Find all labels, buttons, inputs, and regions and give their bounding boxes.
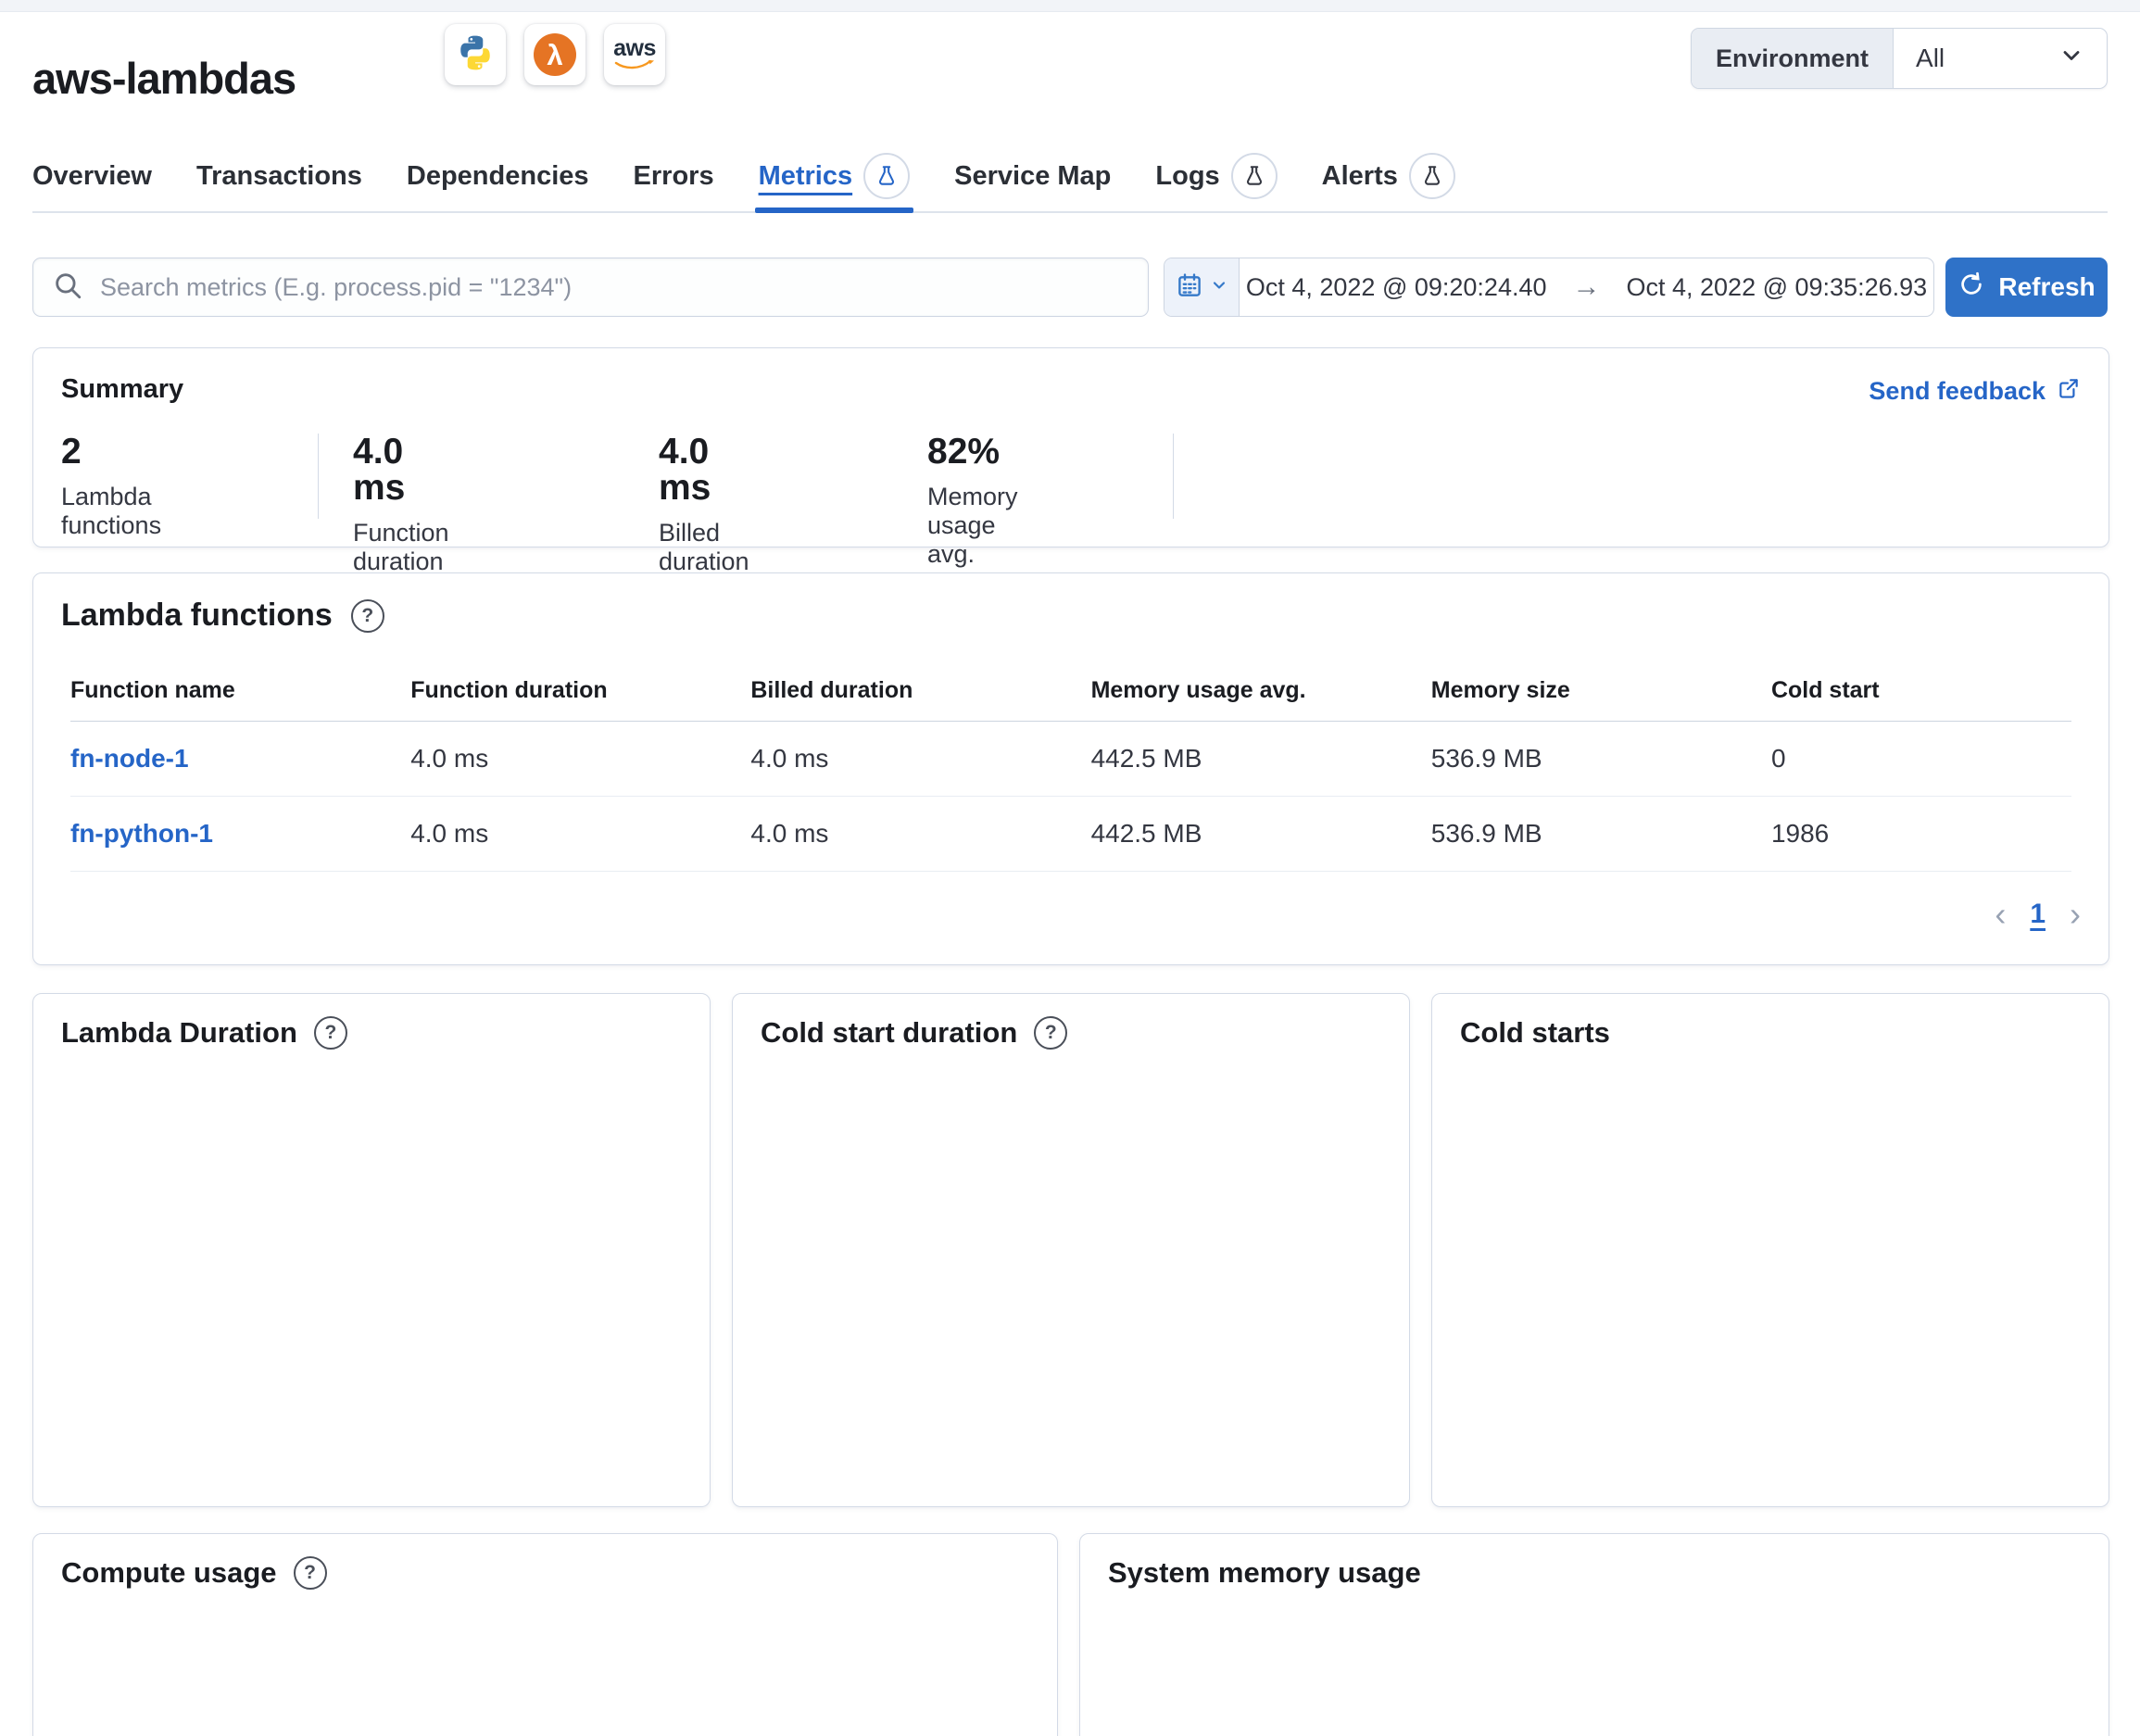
page-number[interactable]: 1 <box>2030 899 2046 929</box>
search-input[interactable] <box>98 271 1129 303</box>
date-range-picker: Oct 4, 2022 @ 09:20:24.40 → Oct 4, 2022 … <box>1164 258 1934 317</box>
column-header: Billed duration <box>750 677 1091 722</box>
column-header: Memory usage avg. <box>1090 677 1431 722</box>
cell-cold-start: 1986 <box>1770 796 2071 872</box>
chart-cold-start-duration: Cold start duration ? <box>732 993 1410 1507</box>
stat-value: 4.0 ms <box>353 432 406 508</box>
environment-filter[interactable]: Environment All <box>1691 28 2108 89</box>
stat-divider <box>318 434 319 519</box>
tab-alerts[interactable]: Alerts <box>1322 141 1455 211</box>
date-range-start[interactable]: Oct 4, 2022 @ 09:20:24.40 <box>1245 272 1547 301</box>
search-bar <box>32 258 1149 317</box>
help-icon[interactable]: ? <box>293 1556 327 1590</box>
stat-lambda-functions: 2 Lambda functions <box>61 434 161 540</box>
cell-function-duration: 4.0 ms <box>410 796 751 872</box>
cell-function-duration: 4.0 ms <box>410 721 751 797</box>
service-badge-python <box>445 24 506 85</box>
send-feedback-link[interactable]: Send feedback <box>1869 376 2081 407</box>
cell-billed-duration: 4.0 ms <box>750 721 1091 797</box>
table-row: fn-python-1 4.0 ms 4.0 ms 442.5 MB 536.9… <box>70 796 2071 872</box>
summary-panel: Summary Send feedback 2 Lambda functions… <box>32 347 2109 604</box>
date-range-end[interactable]: Oct 4, 2022 @ 09:35:26.93 <box>1626 272 1928 301</box>
chart-title: Lambda Duration ? <box>61 1016 347 1050</box>
tab-errors[interactable]: Errors <box>633 160 714 191</box>
beaker-icon <box>863 153 911 199</box>
python-icon <box>456 33 495 77</box>
stat-memory-usage: 82% Memory usage avg. <box>927 434 1018 569</box>
aws-lambda-icon: λ <box>534 33 576 76</box>
arrow-right-icon: → <box>1572 271 1601 302</box>
environment-value[interactable]: All <box>1894 29 2107 88</box>
table-row: fn-node-1 4.0 ms 4.0 ms 442.5 MB 536.9 M… <box>70 721 2071 797</box>
chart-lambda-duration: Lambda Duration ? <box>32 993 711 1507</box>
column-header: Function name <box>70 677 411 722</box>
tab-metrics[interactable]: Metrics <box>754 141 913 213</box>
cell-memory-usage: 442.5 MB <box>1090 721 1431 797</box>
beaker-icon <box>1408 153 1455 199</box>
cell-memory-size: 536.9 MB <box>1430 796 1771 872</box>
functions-table: Function name Function duration Billed d… <box>70 677 2071 872</box>
chart-title: System memory usage <box>1108 1556 1421 1589</box>
external-link-icon <box>2057 376 2081 407</box>
calendar-icon <box>1176 271 1203 304</box>
pagination: ‹ 1 › <box>1995 898 2081 931</box>
tab-logs[interactable]: Logs <box>1155 141 1278 211</box>
stat-label: Lambda functions <box>61 483 162 539</box>
service-badge-aws: aws <box>604 24 665 85</box>
tab-transactions[interactable]: Transactions <box>195 160 362 191</box>
panel-title: Lambda functions ? <box>61 598 384 634</box>
calendar-menu-button[interactable] <box>1164 258 1240 316</box>
tab-service-map[interactable]: Service Map <box>954 160 1112 191</box>
column-header: Cold start <box>1770 677 2071 722</box>
stat-value: 82% <box>927 432 1001 472</box>
tab-dependencies[interactable]: Dependencies <box>406 160 589 191</box>
stat-divider <box>1173 434 1174 519</box>
chart-title: Cold starts <box>1460 1016 1610 1049</box>
search-icon <box>52 270 83 306</box>
tabs-bar: Overview Transactions Dependencies Error… <box>32 141 2108 213</box>
cell-billed-duration: 4.0 ms <box>750 796 1091 872</box>
aws-icon: aws <box>613 36 656 73</box>
next-page-button[interactable]: › <box>2070 895 2081 933</box>
chart-cold-starts: Cold starts <box>1431 993 2109 1507</box>
function-link[interactable]: fn-python-1 <box>70 819 213 848</box>
refresh-icon <box>1957 270 1985 305</box>
top-strip <box>0 0 2140 12</box>
chart-compute-usage: Compute usage ? <box>32 1533 1058 1736</box>
column-header: Function duration <box>410 677 751 722</box>
stat-value: 2 <box>61 432 82 472</box>
page-title: aws-lambdas <box>32 54 296 104</box>
environment-label: Environment <box>1692 29 1895 88</box>
chart-system-memory-usage: System memory usage <box>1079 1533 2109 1736</box>
refresh-button[interactable]: Refresh <box>1945 258 2108 317</box>
cell-memory-size: 536.9 MB <box>1430 721 1771 797</box>
stat-value: 4.0 ms <box>659 432 711 508</box>
help-icon[interactable]: ? <box>313 1016 347 1050</box>
column-header: Memory size <box>1430 677 1771 722</box>
chevron-down-icon <box>1210 276 1228 299</box>
help-icon[interactable]: ? <box>1034 1016 1068 1050</box>
lambda-functions-panel: Lambda functions ? Function name Functio… <box>32 572 2109 965</box>
chart-title: Cold start duration ? <box>761 1016 1068 1050</box>
function-link[interactable]: fn-node-1 <box>70 744 189 773</box>
tab-overview[interactable]: Overview <box>32 160 152 191</box>
help-icon[interactable]: ? <box>350 598 384 633</box>
summary-title: Summary <box>61 374 184 404</box>
date-range-display: Oct 4, 2022 @ 09:20:24.40 → Oct 4, 2022 … <box>1240 258 1933 316</box>
cell-cold-start: 0 <box>1770 721 2071 797</box>
chevron-down-icon <box>2058 43 2084 75</box>
cell-memory-usage: 442.5 MB <box>1090 796 1431 872</box>
stat-label: Memory usage avg. <box>927 483 1018 568</box>
chart-title: Compute usage ? <box>61 1556 327 1590</box>
beaker-icon <box>1230 153 1278 199</box>
service-badge-lambda: λ <box>524 24 585 85</box>
prev-page-button[interactable]: ‹ <box>1995 895 2007 933</box>
